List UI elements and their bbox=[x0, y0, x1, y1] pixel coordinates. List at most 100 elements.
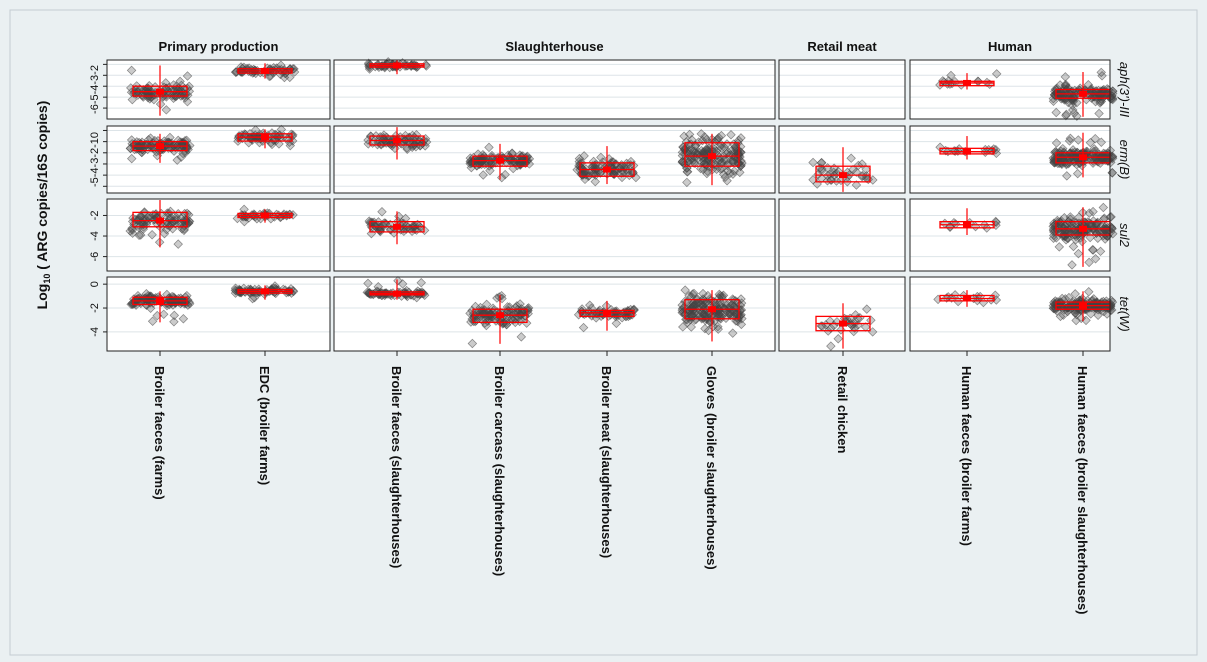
data-point bbox=[1090, 96, 1101, 107]
row-label-gene: tet(W) bbox=[1117, 296, 1132, 331]
data-point bbox=[855, 312, 865, 323]
data-point bbox=[984, 79, 995, 89]
panel-frame bbox=[778, 276, 906, 352]
panel-frame bbox=[778, 59, 906, 120]
data-point bbox=[1061, 109, 1072, 120]
data-point bbox=[722, 139, 732, 149]
data-point bbox=[481, 299, 492, 310]
mean-marker bbox=[1079, 302, 1087, 309]
panel-frame bbox=[333, 59, 776, 120]
x-tick-label: Broiler meat (slaughterhouses) bbox=[599, 366, 614, 558]
data-point bbox=[1072, 111, 1082, 121]
data-point bbox=[708, 164, 718, 175]
data-point bbox=[691, 314, 701, 325]
data-point bbox=[270, 281, 280, 291]
data-point bbox=[717, 291, 727, 301]
data-point bbox=[159, 228, 170, 239]
data-point bbox=[578, 322, 589, 333]
panel-frame bbox=[909, 276, 1111, 352]
data-point bbox=[1095, 246, 1106, 257]
column-header: Primary production bbox=[159, 39, 279, 54]
data-point bbox=[1065, 148, 1076, 159]
data-point bbox=[689, 288, 699, 299]
x-tick-label: Retail chicken bbox=[835, 366, 850, 453]
mean-marker bbox=[963, 79, 971, 86]
data-point bbox=[169, 85, 180, 96]
data-point bbox=[183, 90, 193, 101]
panel-frame bbox=[909, 59, 1111, 120]
data-point bbox=[275, 69, 286, 80]
data-point bbox=[1088, 206, 1098, 217]
data-point bbox=[150, 135, 160, 146]
panel-background bbox=[779, 199, 905, 271]
column-header: Retail meat bbox=[807, 39, 877, 54]
data-point bbox=[701, 145, 711, 155]
data-point bbox=[1086, 83, 1097, 94]
data-point bbox=[816, 157, 827, 168]
data-point bbox=[574, 153, 585, 164]
data-point bbox=[169, 310, 180, 321]
data-point bbox=[161, 105, 172, 115]
data-point bbox=[698, 147, 708, 157]
data-point bbox=[704, 143, 714, 153]
mean-marker bbox=[393, 223, 401, 230]
data-point bbox=[126, 65, 137, 76]
panel-frame bbox=[106, 125, 331, 194]
data-point bbox=[129, 298, 139, 309]
data-point bbox=[500, 169, 510, 180]
data-point bbox=[853, 160, 864, 171]
mean-marker bbox=[496, 157, 504, 164]
x-tick-label: EDC (broiler farms) bbox=[257, 366, 272, 485]
data-point bbox=[1087, 245, 1098, 255]
data-point bbox=[816, 173, 827, 184]
panel-frame bbox=[909, 125, 1111, 194]
data-point bbox=[686, 154, 697, 165]
data-point bbox=[1094, 149, 1104, 159]
data-point bbox=[629, 304, 639, 315]
data-point bbox=[687, 135, 697, 145]
data-point bbox=[826, 341, 836, 351]
box bbox=[684, 142, 740, 167]
data-point bbox=[143, 296, 154, 307]
data-point bbox=[703, 325, 714, 336]
data-point bbox=[383, 136, 394, 146]
mean-marker bbox=[156, 297, 164, 304]
data-point bbox=[182, 71, 193, 81]
data-point bbox=[1050, 147, 1060, 158]
data-point bbox=[416, 277, 426, 288]
data-point bbox=[178, 148, 188, 159]
data-point bbox=[725, 308, 736, 318]
data-point bbox=[1068, 145, 1078, 155]
y-tick-label: -2 bbox=[89, 303, 101, 313]
data-point bbox=[682, 177, 692, 188]
data-point bbox=[684, 290, 694, 301]
data-point bbox=[816, 166, 827, 176]
data-point bbox=[1084, 287, 1094, 297]
data-point bbox=[241, 212, 252, 222]
panel-frame bbox=[106, 276, 331, 352]
data-point bbox=[389, 228, 399, 238]
data-point bbox=[145, 133, 156, 143]
mean-marker bbox=[603, 166, 611, 173]
y-tick-label: -4 bbox=[89, 231, 101, 241]
data-point bbox=[689, 158, 699, 168]
data-point bbox=[161, 78, 171, 88]
data-point bbox=[181, 298, 191, 309]
data-point bbox=[494, 292, 504, 302]
panel-frame bbox=[333, 198, 776, 272]
data-point bbox=[274, 139, 284, 149]
data-point bbox=[1062, 229, 1073, 239]
data-point bbox=[1064, 136, 1075, 146]
data-point bbox=[363, 278, 373, 289]
figure-frame bbox=[9, 9, 1198, 656]
data-point bbox=[866, 315, 876, 326]
data-point bbox=[1071, 218, 1082, 228]
data-point bbox=[1061, 110, 1071, 121]
data-point bbox=[1048, 233, 1059, 243]
data-point bbox=[722, 176, 732, 186]
data-point bbox=[953, 296, 963, 307]
box bbox=[132, 211, 188, 228]
data-point bbox=[173, 135, 183, 146]
data-point bbox=[696, 129, 707, 139]
data-point bbox=[860, 322, 871, 332]
